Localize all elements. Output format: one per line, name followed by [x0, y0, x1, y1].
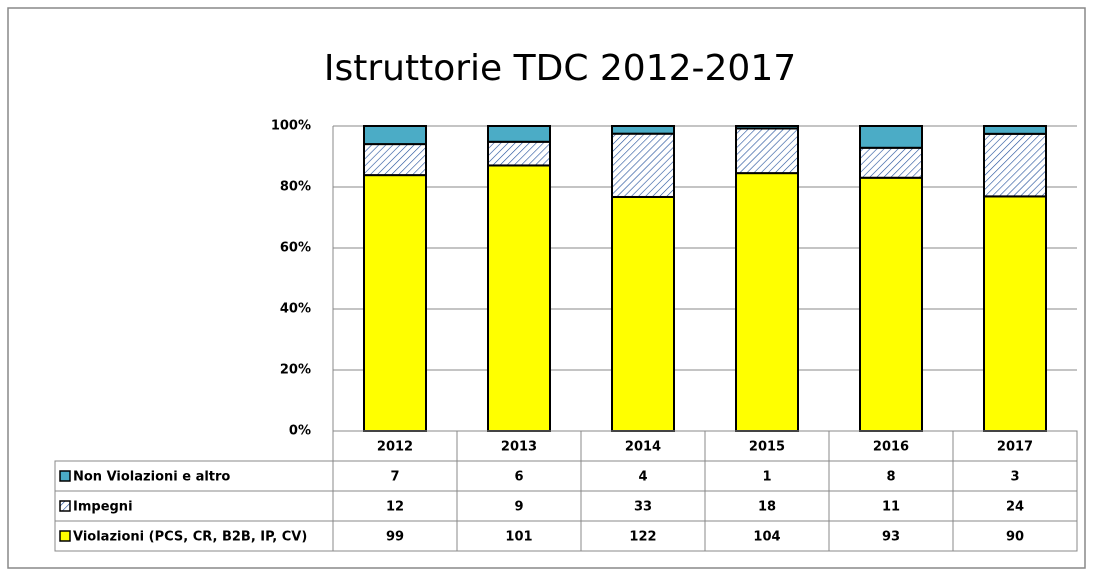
y-tick-label: 0% — [289, 424, 311, 439]
table-value: 9 — [514, 500, 523, 515]
x-tick-label: 2016 — [873, 440, 909, 455]
table-value: 12 — [386, 500, 404, 515]
bar-segment — [611, 132, 675, 198]
legend-label: Non Violazioni e altro — [73, 470, 230, 485]
y-tick-label: 60% — [280, 241, 311, 256]
y-tick-label: 80% — [280, 180, 311, 195]
table-value: 4 — [638, 470, 647, 485]
bar-segment — [363, 143, 427, 177]
y-tick-label: 20% — [280, 363, 311, 378]
x-tick-label: 2015 — [749, 440, 785, 455]
table-value: 122 — [629, 530, 656, 545]
table-value: 90 — [1006, 530, 1024, 545]
table-value: 99 — [386, 530, 404, 545]
legend-label: Impegni — [73, 500, 133, 515]
legend-key — [59, 530, 71, 542]
table-value: 6 — [514, 470, 523, 485]
table-value: 33 — [634, 500, 652, 515]
table-value: 3 — [1010, 470, 1019, 485]
legend-label: Violazioni (PCS, CR, B2B, IP, CV) — [73, 530, 307, 545]
legend-key — [59, 500, 71, 512]
table-value: 8 — [886, 470, 895, 485]
bar-segment — [363, 125, 427, 146]
x-tick-label: 2014 — [625, 440, 661, 455]
bar-segment — [983, 132, 1047, 198]
table-value: 7 — [390, 470, 399, 485]
bar-segment — [983, 195, 1047, 432]
bar-segment — [983, 125, 1047, 135]
bar-segment — [487, 140, 551, 167]
x-tick-label: 2012 — [377, 440, 413, 455]
table-value: 24 — [1006, 500, 1024, 515]
bar-segment — [859, 176, 923, 432]
bar-segment — [735, 172, 799, 432]
table-value: 101 — [505, 530, 532, 545]
bar-segment — [859, 125, 923, 149]
table-value: 104 — [753, 530, 780, 545]
table-value: 11 — [882, 500, 900, 515]
bar-segment — [611, 195, 675, 432]
y-tick-label: 40% — [280, 302, 311, 317]
bar-segment — [735, 125, 799, 130]
bar-segment — [735, 127, 799, 175]
table-value: 1 — [762, 470, 771, 485]
bar-segment — [487, 125, 551, 143]
x-tick-label: 2017 — [997, 440, 1033, 455]
bar-segment — [487, 164, 551, 432]
x-tick-label: 2013 — [501, 440, 537, 455]
bar-segment — [611, 125, 675, 135]
table-value: 93 — [882, 530, 900, 545]
bar-segment — [363, 174, 427, 432]
legend-key — [59, 470, 71, 482]
bar-segment — [859, 146, 923, 179]
chart-title: Istruttorie TDC 2012-2017 — [324, 48, 796, 89]
y-tick-label: 100% — [271, 119, 311, 134]
table-value: 18 — [758, 500, 776, 515]
